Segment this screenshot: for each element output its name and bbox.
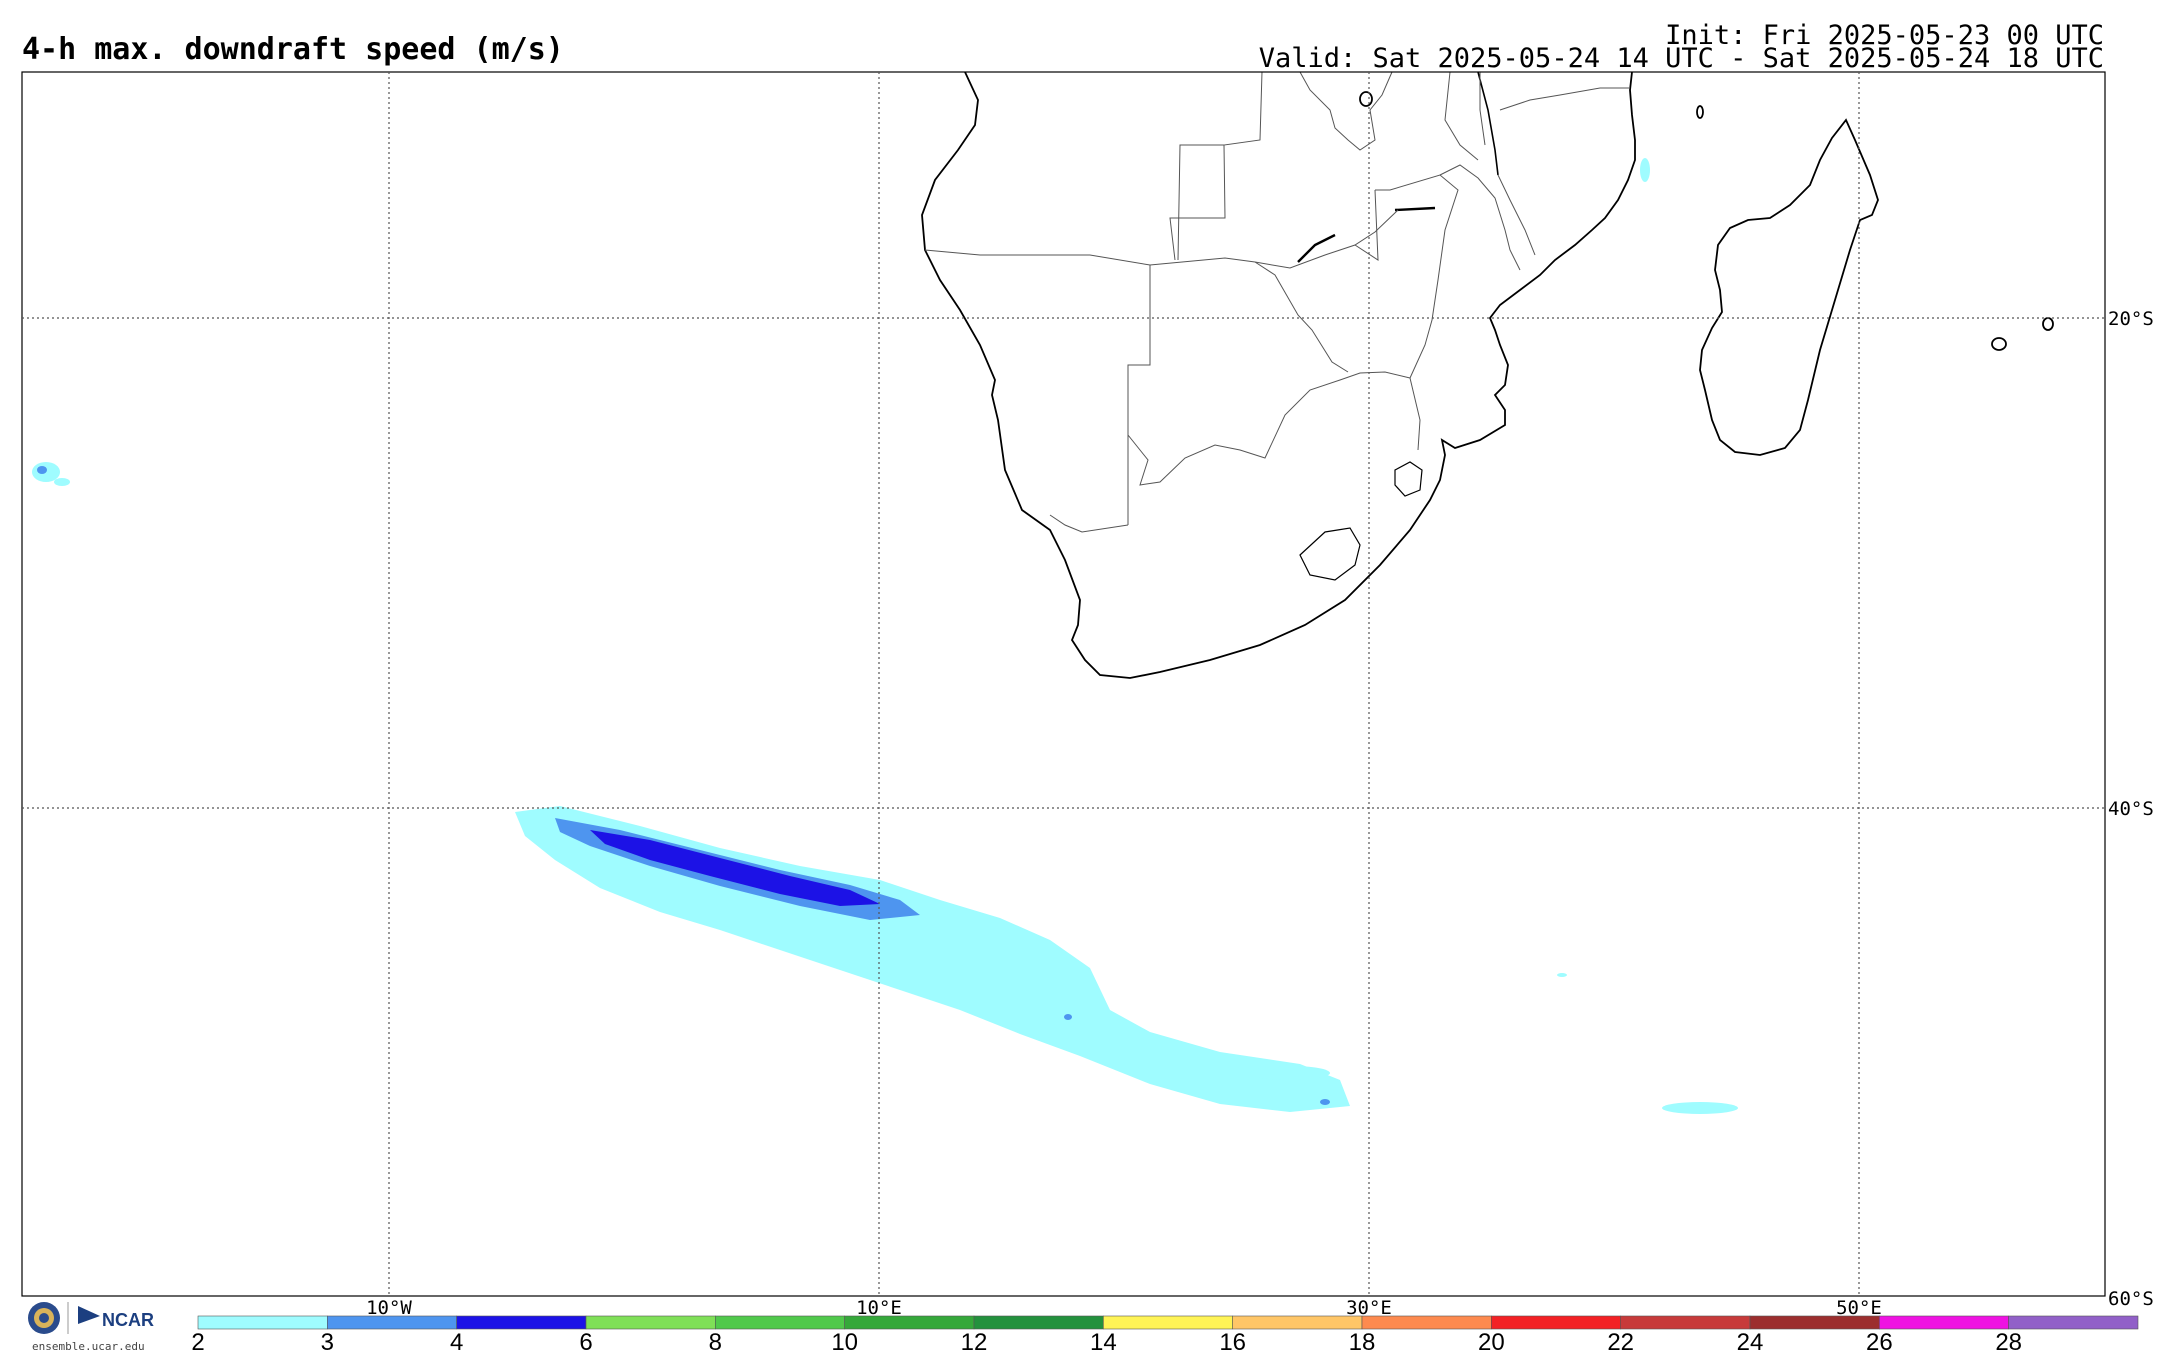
border-line [1354, 189, 1379, 261]
border-line [1479, 72, 1486, 146]
colorbar-tick-label: 26 [1866, 1329, 1893, 1354]
lake-malawi-shore [1477, 71, 1499, 176]
colorbar-swatch [456, 1315, 587, 1330]
graticule-labels: 10°W 10°E 30°E 50°E 20°S 40°S 60°S [366, 308, 2154, 1319]
map-frame [21, 71, 2106, 1297]
logo-group [28, 1302, 100, 1334]
colorbar-tick-label: 14 [1090, 1329, 1117, 1354]
lake-victoria-shore [1359, 91, 1373, 107]
lake-kariba-shore [1297, 233, 1336, 263]
colorbar-tick-label: 8 [709, 1329, 722, 1354]
border-line [1254, 209, 1399, 269]
lon-label: 50°E [1836, 1297, 1882, 1319]
border-line [1177, 144, 1224, 261]
colorbar-tick-label: 6 [579, 1329, 592, 1354]
colorbar-tick-label: 10 [831, 1329, 858, 1354]
border-line [1497, 174, 1536, 256]
africa-coastline [921, 71, 1636, 679]
lat-label: 20°S [2108, 308, 2154, 330]
colorbar-tick-label: 24 [1737, 1329, 1764, 1354]
colorbar-swatch [844, 1315, 975, 1330]
colorbar-tick-label: 4 [450, 1329, 463, 1354]
border-line [1409, 377, 1421, 451]
graticule [22, 72, 2105, 1296]
lesotho-border [1299, 527, 1361, 581]
lat-label: 40°S [2108, 798, 2154, 820]
colorbar-swatch [1749, 1315, 1880, 1330]
logo-url: ensemble.ucar.edu [32, 1340, 145, 1353]
field-band-core [590, 830, 880, 906]
colorbar-swatch [1879, 1315, 2009, 1330]
colorbar-swatch [197, 1315, 328, 1330]
eswatini-border [1394, 461, 1423, 497]
lat-label: 60°S [2108, 1288, 2154, 1310]
colorbar-tick-label: 12 [961, 1329, 988, 1354]
ncar-wordmark: NCAR [102, 1310, 154, 1330]
field-cell [37, 466, 47, 474]
init-time: Init: Fri 2025-05-23 00 UTC [1665, 20, 2104, 51]
lon-label: 10°W [366, 1297, 412, 1319]
field-cell [1250, 1066, 1330, 1080]
colorbar-tick-label: 22 [1607, 1329, 1634, 1354]
field-cell [1557, 973, 1567, 977]
lon-label: 10°E [856, 1297, 902, 1319]
colorbar: 2 3 4 6 8 10 12 14 16 18 20 22 24 26 28 [191, 1315, 2139, 1354]
border-line [1127, 371, 1411, 486]
ncar-logo-icon [78, 1306, 100, 1324]
colorbar-tick-label: 28 [1995, 1329, 2022, 1354]
field-cell [1064, 1014, 1072, 1020]
colorbar-swatch [973, 1315, 1104, 1330]
field-cell [54, 478, 70, 486]
colorbar-swatch [2008, 1315, 2139, 1330]
nsf-logo-icon [28, 1302, 60, 1334]
colorbar-tick-label: 16 [1219, 1329, 1246, 1354]
field-cell [1640, 158, 1650, 182]
field-cell [1320, 1099, 1330, 1105]
border-line [1049, 514, 1129, 533]
colorbar-swatch [715, 1315, 845, 1330]
border-line [1444, 71, 1479, 161]
lon-label: 30°E [1346, 1297, 1392, 1319]
border-line [1499, 87, 1630, 111]
border-line [1439, 164, 1521, 271]
map-title: 4-h max. downdraft speed (m/s) [22, 32, 564, 67]
comoros-coastline [1696, 105, 1704, 119]
country-borders [924, 71, 1630, 533]
border-line [924, 249, 1256, 266]
colorbar-swatch [327, 1315, 457, 1330]
field-cell [1662, 1102, 1738, 1114]
colorbar-swatch [1103, 1315, 1233, 1330]
colorbar-swatch [1361, 1315, 1492, 1330]
colorbar-swatch [585, 1315, 716, 1330]
colorbar-tick-label: 2 [191, 1329, 204, 1354]
colorbar-tick-label: 18 [1349, 1329, 1376, 1354]
colorbar-swatch [1491, 1315, 1621, 1330]
downdraft-field [32, 158, 1738, 1114]
border-line [1299, 71, 1393, 151]
colorbar-swatch [1620, 1315, 1751, 1330]
reunion-coastline [2042, 317, 2054, 331]
colorbar-tick-label: 3 [321, 1329, 334, 1354]
border-line [1169, 71, 1263, 261]
mauritius-coastline [1991, 337, 2007, 351]
madagascar-coastline [1699, 118, 1879, 456]
colorbar-tick-label: 20 [1478, 1329, 1505, 1354]
border-line [1254, 261, 1349, 373]
border-line [1375, 174, 1459, 379]
border-line [1127, 265, 1151, 525]
coastlines [921, 71, 2054, 679]
lake-tanganyika-shore [1394, 206, 1436, 212]
valid-time: Valid: Sat 2025-05-24 14 UTC - Sat 2025-… [1258, 43, 2104, 74]
colorbar-swatch [1232, 1315, 1363, 1330]
